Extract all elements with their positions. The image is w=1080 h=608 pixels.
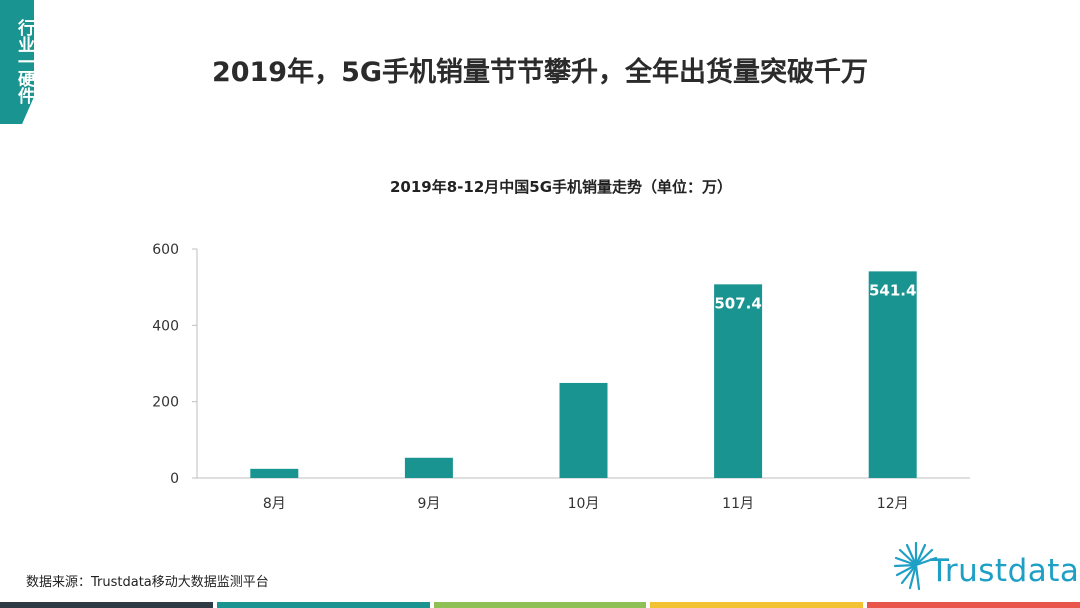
bar	[868, 271, 917, 478]
trustdata-logo-icon	[893, 541, 938, 591]
y-tick-label: 600	[152, 242, 179, 258]
x-tick-label: 11月	[722, 496, 754, 512]
data-label: 507.4	[714, 294, 761, 312]
chart-title: 2019年8-12月中国5G手机销量走势（单位：万）	[390, 178, 732, 196]
footer-segment	[867, 602, 1080, 608]
data-source: 数据来源：Trustdata移动大数据监测平台	[26, 575, 269, 590]
y-tick-label: 400	[152, 318, 179, 334]
bar	[559, 382, 608, 478]
data-label: 541.4	[869, 281, 916, 299]
bar	[714, 284, 763, 478]
y-tick-label: 0	[170, 471, 179, 487]
section-tag: 行业一硬件	[0, 0, 34, 124]
section-tag-label: 行业一硬件	[14, 18, 34, 104]
y-tick-label: 200	[152, 395, 179, 411]
x-tick-label: 9月	[417, 496, 440, 512]
page-title: 2019年，5G手机销量节节攀升，全年出货量突破千万	[211, 57, 869, 88]
bar	[404, 457, 453, 478]
footer-segment	[216, 602, 430, 608]
footer-segment	[0, 602, 213, 608]
footer-color-bar	[0, 602, 1080, 608]
bar	[250, 468, 299, 478]
footer-segment	[650, 602, 864, 608]
x-tick-label: 12月	[877, 496, 909, 512]
x-tick-label: 8月	[263, 496, 286, 512]
bar-chart: 2019年8-12月中国5G手机销量走势（单位：万） 0 200 400 600 8月 9月…	[152, 178, 970, 512]
x-tick-label: 10月	[568, 496, 600, 512]
logo-text: Trustdata	[930, 553, 1080, 589]
footer-segment	[433, 602, 647, 608]
